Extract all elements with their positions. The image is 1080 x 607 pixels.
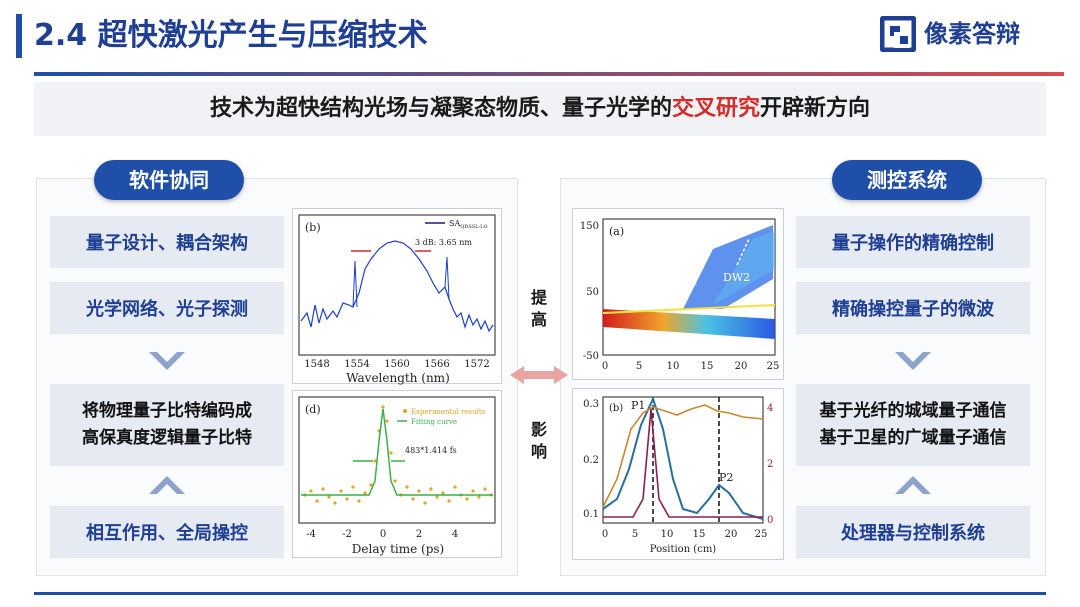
heatmap-xtick: 5	[636, 361, 642, 372]
mid-label-impact-1: 影	[530, 420, 547, 439]
brand: 像素答辩	[880, 14, 1060, 54]
spectrum-xtick: 1572	[464, 359, 489, 370]
autocorrelation-xtick: 2	[416, 529, 422, 540]
header-rule	[34, 72, 1064, 76]
spectrum-xtick: 1548	[304, 359, 329, 370]
position-ytick-left: 0.2	[583, 455, 599, 466]
evolution-heatmap-plot: (a) DW1 DW2 150 50 -50 0 5 10 15 20 25	[572, 208, 784, 380]
heatmap-xtick: 0	[602, 361, 608, 372]
position-xtick: 0	[602, 529, 608, 540]
spectrum-xlabel: Wavelength (nm)	[346, 371, 450, 385]
brand-name: 像素答辩	[924, 20, 1020, 48]
right-box-communication-line2: 基于卫星的广域量子通信	[819, 428, 1007, 448]
position-ytick-right: 2	[767, 459, 773, 470]
subtitle-text-after: 开辟新方向	[760, 96, 871, 121]
spectrum-panel-label: (b)	[305, 221, 321, 234]
title-accent-bar	[16, 14, 22, 58]
mid-label-impact-2: 响	[530, 442, 547, 461]
heatmap-xtick: 20	[735, 361, 748, 372]
software-collaboration-tag: 软件协同	[94, 160, 244, 200]
heatmap-ytick: 50	[586, 287, 599, 298]
position-peak-p1: P1	[631, 399, 645, 412]
spectrum-legend: SA	[449, 219, 460, 228]
autocorrelation-xtick: 4	[452, 529, 458, 540]
spectrum-sidebands	[352, 256, 450, 308]
left-box-quantum-design: 量子设计、耦合架构	[50, 216, 284, 268]
subtitle: 技术为超快结构光场与凝聚态物质、量子光学的交叉研究开辟新方向	[34, 82, 1046, 136]
position-xlabel: Position (cm)	[650, 544, 717, 555]
heatmap-xtick: 25	[767, 361, 780, 372]
subtitle-band: 技术为超快结构光场与凝聚态物质、量子光学的交叉研究开辟新方向	[34, 82, 1046, 136]
autocorrelation-panel-label: (d)	[305, 403, 321, 416]
autocorrelation-fwhm-annotation: 483*1.414 fs	[405, 446, 457, 455]
chevron-up-icon	[895, 476, 931, 494]
measurement-control-tag: 测控系统	[832, 160, 982, 200]
heatmap-ytick: 150	[580, 221, 599, 232]
position-peak-p2: P2	[719, 471, 733, 484]
spectrum-plot-svg: (b) SAQDSSL-LO 3 dB: 3.65 nm 1548 1554 1…	[298, 214, 496, 385]
autocorrelation-plot: (d) Experimental results Fitting curve 4…	[292, 390, 502, 558]
autocorrelation-xlabel: Delay time (ps)	[352, 542, 444, 556]
autocorrelation-plot-svg: (d) Experimental results Fitting curve 4…	[298, 396, 496, 556]
autocorrelation-legend-fitting: Fitting curve	[411, 418, 457, 426]
evolution-heatmap-svg: (a) DW1 DW2 150 50 -50 0 5 10 15 20 25	[580, 218, 780, 372]
footer-rule	[34, 592, 1046, 595]
position-ytick-left: 0.3	[583, 399, 599, 410]
slide-title: 2.4 超快激光产生与压缩技术	[34, 18, 428, 53]
spectrum-xtick: 1554	[344, 359, 369, 370]
position-panel-label: (b)	[609, 403, 623, 414]
position-xtick: 20	[725, 529, 738, 540]
brand-logo-icon	[880, 16, 916, 52]
right-box-precise-control: 量子操作的精确控制	[796, 216, 1030, 268]
right-box-processor: 处理器与控制系统	[796, 506, 1030, 558]
spectrum-legend-sub: QDSSL-LO	[460, 224, 487, 230]
position-curves-svg: (b) P1 P2 0.3 0.2 0.1 4 2 0 0 5 10 15 20…	[583, 396, 773, 555]
subtitle-highlight: 交叉研究	[671, 96, 760, 121]
spectrum-xtick: 1566	[424, 359, 449, 370]
chevron-up-icon	[149, 476, 185, 494]
autocorrelation-xtick: -2	[342, 529, 352, 540]
position-ytick-right: 0	[767, 515, 773, 526]
left-box-logical-qubit-line1: 将物理量子比特编码成	[82, 401, 252, 421]
left-box-global-control: 相互作用、全局操控	[50, 506, 284, 558]
position-ytick-right: 4	[767, 403, 773, 414]
spectrum-plot: (b) SAQDSSL-LO 3 dB: 3.65 nm 1548 1554 1…	[292, 208, 502, 385]
left-box-logical-qubit: 将物理量子比特编码成 高保真度逻辑量子比特	[50, 384, 284, 466]
position-xtick: 5	[632, 529, 638, 540]
position-ytick-left: 0.1	[583, 509, 599, 520]
right-box-quantum-communication: 基于光纤的城域量子通信 基于卫星的广域量子通信	[796, 384, 1030, 466]
autocorrelation-xtick: 0	[380, 529, 386, 540]
heatmap-panel-label: (a)	[609, 225, 624, 238]
autocorrelation-fit-curve	[301, 408, 493, 496]
position-xtick: 25	[755, 529, 768, 540]
autocorrelation-legend-experimental: Experimental results	[411, 408, 486, 416]
subtitle-text-before: 技术为超快结构光场与凝聚态物质、量子光学的	[209, 96, 672, 121]
svg-text:SAQDSSL-LO: SAQDSSL-LO	[449, 219, 488, 230]
double-arrow-icon	[510, 366, 568, 384]
heatmap-xtick: 10	[667, 361, 680, 372]
heatmap-xtick: 15	[701, 361, 714, 372]
position-curves-plot: (b) P1 P2 0.3 0.2 0.1 4 2 0 0 5 10 15 20…	[572, 388, 784, 560]
mid-label-improve-2: 高	[530, 310, 547, 329]
right-box-communication-line1: 基于光纤的城域量子通信	[819, 401, 1007, 421]
position-xtick: 10	[661, 529, 674, 540]
position-xtick: 15	[693, 529, 706, 540]
chevron-down-icon	[895, 352, 931, 370]
position-purple-curve	[603, 408, 763, 518]
spectrum-3db-annotation: 3 dB: 3.65 nm	[415, 238, 472, 247]
heatmap-ytick: -50	[583, 351, 599, 362]
mid-label-improve-1: 提	[530, 288, 547, 307]
heatmap-label-dw2: DW2	[723, 271, 750, 284]
chevron-down-icon	[149, 352, 185, 370]
left-box-logical-qubit-line2: 高保真度逻辑量子比特	[82, 428, 252, 448]
position-blue-curve	[602, 396, 764, 520]
position-orange-curve	[602, 404, 764, 508]
right-box-microwave: 精确操控量子的微波	[796, 282, 1030, 334]
heatmap-label-dw1: DW1	[671, 275, 698, 288]
spectrum-curve	[300, 240, 494, 333]
spectrum-xtick: 1560	[384, 359, 409, 370]
autocorrelation-xtick: -4	[306, 529, 316, 540]
left-box-optical-network: 光学网络、光子探测	[50, 282, 284, 334]
